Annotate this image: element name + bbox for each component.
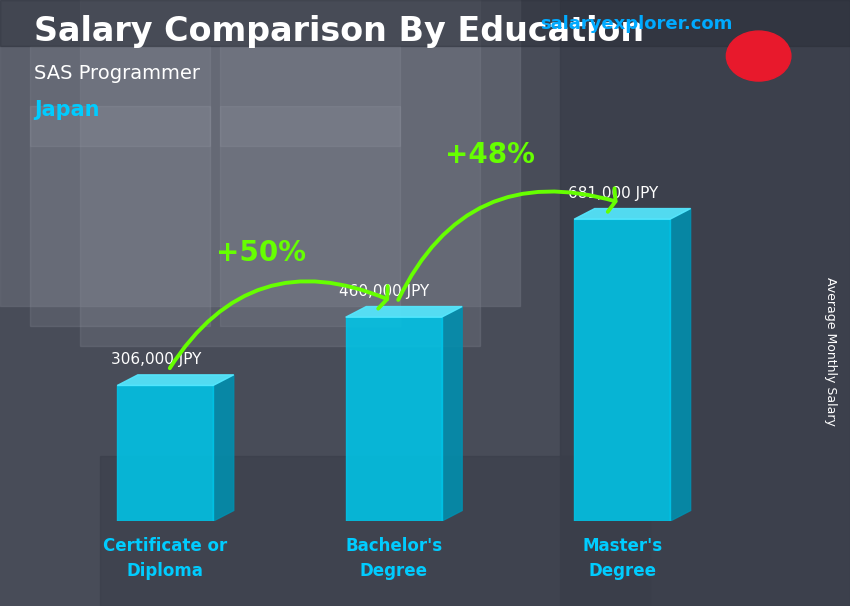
Polygon shape <box>442 307 462 521</box>
Bar <box>0 0 520 306</box>
Bar <box>100 456 650 606</box>
Circle shape <box>727 31 790 81</box>
Bar <box>574 219 670 521</box>
Polygon shape <box>670 208 690 521</box>
Text: +48%: +48% <box>445 141 535 169</box>
Polygon shape <box>574 208 690 219</box>
Bar <box>560 0 850 606</box>
Text: Japan: Japan <box>34 100 99 120</box>
Bar <box>30 106 210 326</box>
Text: salaryexplorer.com: salaryexplorer.com <box>540 15 732 33</box>
Bar <box>220 46 400 146</box>
Polygon shape <box>346 307 462 317</box>
Polygon shape <box>213 375 234 521</box>
Text: 681,000 JPY: 681,000 JPY <box>568 185 658 201</box>
Text: 460,000 JPY: 460,000 JPY <box>339 284 429 299</box>
Bar <box>346 317 442 521</box>
Polygon shape <box>117 375 234 385</box>
Text: 306,000 JPY: 306,000 JPY <box>110 352 201 367</box>
Text: Salary Comparison By Education: Salary Comparison By Education <box>34 15 644 48</box>
Bar <box>220 106 400 326</box>
Text: Average Monthly Salary: Average Monthly Salary <box>824 277 837 426</box>
Bar <box>80 0 480 346</box>
Bar <box>117 385 213 521</box>
Bar <box>30 46 210 146</box>
Bar <box>0 0 850 46</box>
Text: +50%: +50% <box>216 239 306 267</box>
Text: SAS Programmer: SAS Programmer <box>34 64 200 82</box>
